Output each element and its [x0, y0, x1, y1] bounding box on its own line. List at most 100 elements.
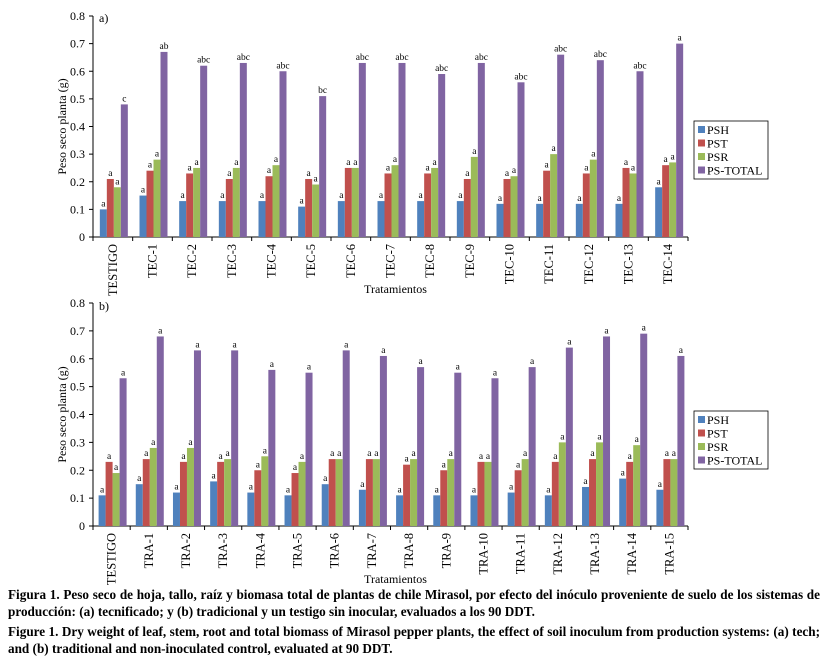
y-tick-label: 0.4: [70, 120, 85, 134]
bar-significance-label: abc: [594, 50, 607, 60]
bar-psh: [98, 495, 106, 526]
x-tick-label: TRA-15: [662, 533, 676, 575]
bar-psh: [284, 495, 292, 526]
bar-significance-label: a: [516, 460, 521, 470]
bar-pst: [186, 173, 194, 237]
y-tick-label: 0.7: [70, 37, 85, 51]
bar-significance-label: a: [552, 144, 557, 154]
bar-ps-total: [676, 43, 684, 237]
chart-panel-b: 0 0.1 0.2 0.3 0.4 0.5 0.6 0.7 0.8 Peso seco plant…: [55, 296, 769, 585]
bar-ps-total: [640, 333, 648, 526]
caption-english: Figure 1. Dry weight of leaf, stem, root…: [8, 624, 820, 656]
bar-significance-label: a: [155, 150, 160, 160]
bar-pst: [477, 461, 485, 526]
bar-significance-label: a: [577, 194, 582, 204]
bar-ps-total: [193, 350, 201, 526]
bar-pst: [440, 470, 448, 526]
bar-significance-label: a: [263, 446, 268, 456]
bar-psr: [193, 167, 201, 237]
bar-significance-label: a: [486, 452, 491, 462]
bar-psh: [139, 195, 147, 237]
bar-significance-label: a: [418, 357, 423, 367]
bar-psr: [153, 159, 161, 237]
bar-psr: [484, 461, 492, 526]
bar-ps-total: [305, 372, 313, 526]
bar-significance-label: a: [374, 449, 379, 459]
bar-significance-label: a: [307, 363, 312, 373]
bar-significance-label: a: [621, 469, 626, 479]
bar-psh: [99, 209, 107, 237]
x-tick-label: TRA-8: [402, 533, 416, 568]
bar-psh: [247, 492, 255, 526]
bar-ps-total: [231, 350, 239, 526]
bar-ps-total: [319, 96, 327, 237]
bar-significance-label: a: [404, 455, 409, 465]
bar-psh: [615, 203, 623, 237]
bar-significance-label: a: [664, 155, 669, 165]
bar-significance-label: a: [657, 177, 662, 187]
bar-significance-label: a: [583, 477, 588, 487]
bar-psh: [179, 201, 187, 237]
bar-psr: [272, 165, 280, 237]
bar-ps-total: [677, 355, 685, 526]
bar-psh: [337, 201, 345, 237]
bar-significance-label: a: [545, 161, 550, 171]
bar-pst: [254, 470, 262, 526]
bar-significance-label: a: [107, 452, 112, 462]
bar-pst: [403, 464, 411, 526]
bar-psr: [224, 459, 232, 526]
y-tick-label: 0: [79, 519, 85, 533]
bar-significance-label: a: [256, 460, 261, 470]
bar-pst: [328, 459, 336, 526]
bar-psh: [298, 206, 306, 237]
bar-significance-label: a: [672, 449, 677, 459]
x-tick-label: TESTIGO: [105, 533, 119, 585]
bar-significance-label: a: [234, 158, 239, 168]
bar-significance-label: a: [617, 194, 622, 204]
bar-significance-label: a: [591, 150, 596, 160]
bar-ps-total: [342, 350, 350, 526]
bar-significance-label: a: [590, 449, 595, 459]
bar-significance-label: a: [137, 474, 142, 484]
bar-pst: [514, 470, 522, 526]
bar-significance-label: a: [300, 452, 305, 462]
legend-box: [693, 120, 769, 180]
bar-significance-label: a: [195, 340, 200, 350]
x-tick-label: TRA-11: [514, 533, 528, 574]
bar-significance-label: a: [624, 158, 629, 168]
bar-psh: [258, 201, 266, 237]
bar-significance-label: a: [274, 155, 279, 165]
bar-significance-label: a: [456, 363, 461, 373]
bar-significance-label: a: [141, 186, 146, 196]
bar-ps-total: [160, 51, 168, 237]
legend-swatch-psh: [698, 126, 705, 133]
bar-significance-label: a: [560, 432, 565, 442]
bar-significance-label: a: [344, 340, 349, 350]
x-tick-label: TRA-7: [365, 533, 379, 568]
bar-psr: [669, 162, 677, 237]
bar-psh: [218, 201, 226, 237]
bar-significance-label: a: [553, 452, 558, 462]
bar-psh: [470, 495, 478, 526]
bar-ps-total: [528, 367, 536, 526]
y-tick-label: 0.5: [70, 92, 85, 106]
bar-significance-label: a: [631, 163, 636, 173]
bar-significance-label: a: [433, 158, 438, 168]
bar-psr: [149, 447, 157, 526]
bar-psr: [510, 176, 518, 237]
y-tick-label: 0.1: [70, 491, 85, 505]
legend-label: PSR: [707, 440, 728, 454]
bar-psh: [377, 201, 385, 237]
bar-pst: [543, 170, 551, 237]
bar-significance-label: a: [498, 194, 503, 204]
bar-significance-label: a: [188, 163, 193, 173]
y-tick-label: 0.8: [70, 296, 85, 310]
bar-pst: [424, 173, 432, 237]
bar-significance-label: abc: [475, 53, 488, 63]
bar-significance-label: a: [671, 152, 676, 162]
bar-significance-label: a: [307, 169, 312, 179]
x-tick-label: TEC-13: [622, 244, 636, 284]
x-tick-label: TRA-12: [551, 533, 565, 575]
legend-swatch-psh: [698, 416, 705, 423]
legend-label: PST: [707, 427, 728, 441]
